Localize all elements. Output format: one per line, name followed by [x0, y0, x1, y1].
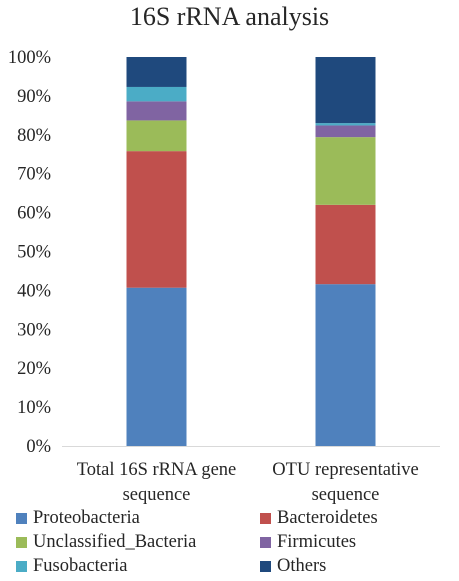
legend-swatch [16, 537, 27, 548]
bar-segment-fusobacteria [315, 123, 376, 126]
bar-segment-bacteroidetes [315, 204, 376, 285]
x-tick-label: sequence [312, 485, 380, 505]
legend-swatch [260, 513, 271, 524]
y-tick-label: 40% [17, 281, 51, 301]
bar-segment-others [126, 57, 187, 87]
y-tick-label: 60% [17, 204, 51, 224]
bar-segment-unclassified-bacteria [126, 120, 187, 152]
chart-title: 16S rRNA analysis [129, 2, 330, 31]
legend-swatch [16, 513, 27, 524]
x-axis-labels: Total 16S rRNA gene sequence OTU represent… [77, 460, 419, 505]
legend-item: Firmicutes [260, 532, 356, 553]
legend-item: Others [260, 556, 326, 577]
bar-segment-proteobacteria [126, 287, 187, 446]
y-tick-label: 30% [17, 320, 51, 340]
y-axis: 0% 10% 20% 30% 40% 50% 60% 70% 80% 90% 100% [8, 48, 51, 457]
legend-swatch [260, 537, 271, 548]
bar-segment-others [315, 57, 376, 124]
legend-item: Proteobacteria [16, 508, 140, 529]
y-tick-label: 50% [17, 243, 51, 263]
x-tick-label: OTU representative [272, 460, 418, 480]
legend-label: Unclassified_Bacteria [33, 532, 197, 552]
y-tick-label: 100% [8, 48, 51, 68]
x-tick-label: Total 16S rRNA gene [77, 460, 237, 480]
y-tick-label: 10% [17, 398, 51, 418]
legend-label: Firmicutes [277, 532, 357, 552]
legend-swatch [260, 561, 271, 572]
bar-segment-proteobacteria [315, 284, 376, 446]
x-tick-label: sequence [123, 485, 191, 505]
y-tick-label: 70% [17, 165, 51, 185]
legend-item: Fusobacteria [16, 556, 128, 577]
bar-segment-fusobacteria [126, 86, 187, 102]
legend-label: Others [277, 556, 327, 576]
legend-swatch [16, 561, 27, 572]
legend-label: Bacteroidetes [277, 508, 378, 528]
bar-segment-firmicutes [126, 101, 187, 121]
y-tick-label: 0% [26, 437, 51, 457]
bar-stacks [126, 57, 376, 446]
bar-segment-unclassified-bacteria [315, 137, 376, 205]
legend-item: Bacteroidetes [260, 508, 378, 529]
y-tick-label: 90% [17, 87, 51, 107]
bar-segment-bacteroidetes [126, 151, 187, 288]
bar-segment-firmicutes [315, 125, 376, 138]
y-tick-label: 20% [17, 359, 51, 379]
y-tick-label: 80% [17, 126, 51, 146]
legend-item: Unclassified_Bacteria [16, 532, 196, 553]
legend-label: Proteobacteria [33, 508, 140, 528]
legend-label: Fusobacteria [33, 556, 128, 576]
